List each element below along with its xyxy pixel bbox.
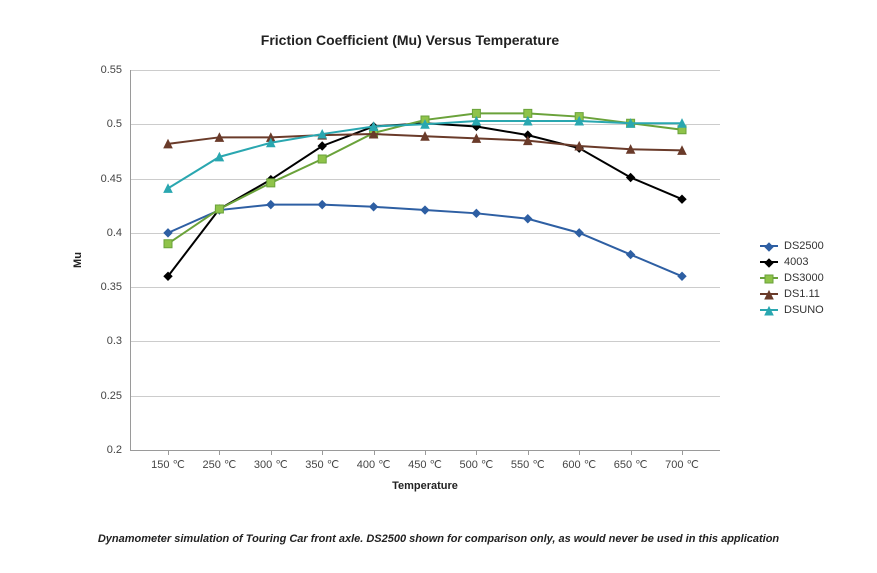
legend-item: 4003 <box>760 256 824 268</box>
x-tick-label: 450 ℃ <box>408 458 442 471</box>
legend-label: DS1.11 <box>784 288 820 300</box>
legend-label: 4003 <box>784 256 808 268</box>
x-tick-mark <box>168 450 169 455</box>
series-marker <box>575 229 583 237</box>
y-tick-label: 0.2 <box>107 444 122 456</box>
x-tick-label: 250 ℃ <box>203 458 237 471</box>
x-tick-label: 550 ℃ <box>511 458 545 471</box>
x-tick-mark <box>579 450 580 455</box>
legend-swatch <box>760 289 778 299</box>
y-tick-label: 0.25 <box>101 390 122 402</box>
legend-item: DS2500 <box>760 240 824 252</box>
series-marker <box>164 229 172 237</box>
y-tick-label: 0.35 <box>101 281 122 293</box>
caption: Dynamometer simulation of Touring Car fr… <box>0 533 877 545</box>
legend-swatch <box>760 257 778 267</box>
y-tick-label: 0.55 <box>101 64 122 76</box>
x-tick-mark <box>528 450 529 455</box>
x-tick-mark <box>374 450 375 455</box>
y-axis-label: Mu <box>72 252 84 268</box>
series-marker <box>678 195 686 203</box>
x-tick-label: 600 ℃ <box>562 458 596 471</box>
y-tick-label: 0.4 <box>107 227 122 239</box>
legend-label: DS3000 <box>784 272 824 284</box>
series-marker <box>524 215 532 223</box>
chart-container: Friction Coefficient (Mu) Versus Tempera… <box>0 0 877 573</box>
x-tick-mark <box>476 450 477 455</box>
x-tick-label: 350 ℃ <box>305 458 339 471</box>
legend-swatch <box>760 305 778 315</box>
series-line <box>168 123 682 276</box>
x-tick-mark <box>271 450 272 455</box>
series-marker <box>627 173 635 181</box>
series-marker <box>472 209 480 217</box>
chart-title: Friction Coefficient (Mu) Versus Tempera… <box>0 32 820 48</box>
x-tick-label: 300 ℃ <box>254 458 288 471</box>
legend-item: DSUNO <box>760 304 824 316</box>
x-tick-mark <box>322 450 323 455</box>
series-marker <box>267 179 275 187</box>
x-tick-label: 500 ℃ <box>460 458 494 471</box>
series-marker <box>318 155 326 163</box>
y-tick-label: 0.5 <box>107 118 122 130</box>
series-marker <box>421 206 429 214</box>
y-tick-label: 0.45 <box>101 173 122 185</box>
y-tick-label: 0.3 <box>107 335 122 347</box>
series-marker <box>215 205 223 213</box>
x-axis-label: Temperature <box>392 480 458 492</box>
legend-label: DS2500 <box>784 240 824 252</box>
series-marker <box>678 272 686 280</box>
x-tick-label: 700 ℃ <box>665 458 699 471</box>
series-line <box>168 205 682 277</box>
series-marker <box>627 251 635 259</box>
legend-item: DS3000 <box>760 272 824 284</box>
series-marker <box>370 203 378 211</box>
series-marker <box>318 201 326 209</box>
plot-area: 0.20.250.30.350.40.450.50.55150 ℃250 ℃30… <box>130 70 720 450</box>
series-marker <box>267 201 275 209</box>
legend: DS2500 4003 DS3000 DS1.11 DSUNO <box>760 240 824 320</box>
x-tick-label: 150 ℃ <box>151 458 185 471</box>
x-tick-mark <box>425 450 426 455</box>
x-tick-label: 650 ℃ <box>614 458 648 471</box>
series-marker <box>164 240 172 248</box>
x-tick-mark <box>219 450 220 455</box>
series-layer <box>130 70 720 450</box>
x-tick-mark <box>682 450 683 455</box>
legend-label: DSUNO <box>784 304 824 316</box>
legend-swatch <box>760 241 778 251</box>
x-tick-label: 400 ℃ <box>357 458 391 471</box>
legend-item: DS1.11 <box>760 288 824 300</box>
x-tick-mark <box>631 450 632 455</box>
legend-swatch <box>760 273 778 283</box>
